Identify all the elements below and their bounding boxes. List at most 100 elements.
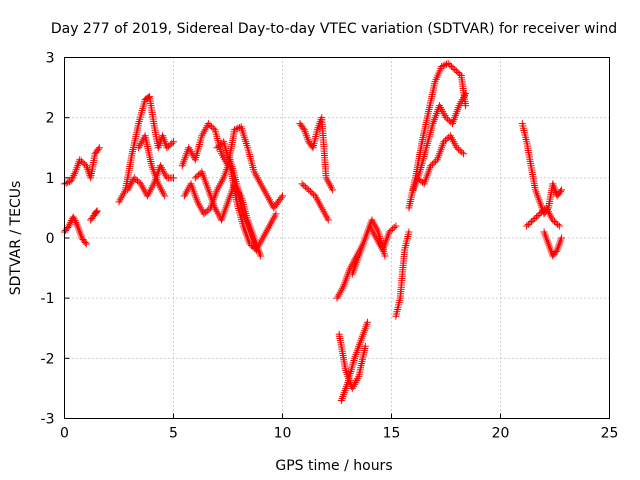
data-point [165, 142, 173, 150]
data-point [300, 181, 308, 189]
data-point [430, 159, 438, 167]
data-point [462, 90, 470, 98]
data-point [257, 252, 265, 260]
data-point [252, 246, 260, 254]
data-point [200, 210, 208, 218]
data-point [215, 142, 223, 150]
data-point [81, 160, 89, 168]
data-point [405, 228, 413, 236]
data-point [246, 240, 254, 248]
data-point [305, 186, 313, 194]
data-point [390, 223, 398, 231]
data-point [204, 120, 212, 128]
data-point [455, 145, 463, 153]
data-point [209, 124, 217, 132]
data-point [216, 141, 224, 149]
y-tick-label: -1 [41, 291, 55, 307]
data-point [130, 174, 138, 182]
data-point [329, 186, 337, 194]
data-points [61, 60, 566, 404]
data-point [70, 171, 78, 179]
data-point [526, 219, 534, 227]
data-point [534, 211, 542, 219]
data-point [387, 226, 395, 234]
data-point [417, 177, 425, 185]
series-arc-g3 [540, 228, 566, 260]
data-point [134, 177, 142, 185]
data-point [443, 60, 451, 68]
data-point [552, 219, 560, 227]
plot-frame [64, 57, 610, 419]
y-axis-label: SDTVAR / TECUs [8, 181, 24, 296]
x-tick-label: 15 [383, 426, 401, 442]
data-point [208, 123, 216, 131]
data-point [132, 175, 140, 183]
data-point [77, 157, 85, 165]
data-point [81, 239, 89, 247]
data-point [440, 138, 448, 146]
data-point [447, 63, 455, 71]
data-point [456, 147, 464, 155]
data-point [299, 124, 307, 132]
data-point [438, 63, 446, 71]
data-point [554, 220, 562, 228]
data-point [195, 171, 203, 179]
data-point [444, 60, 452, 68]
series-arc-f2 [409, 90, 470, 194]
data-point [537, 208, 545, 216]
data-point [76, 156, 84, 164]
series-arc-b1 [115, 93, 177, 206]
data-point [92, 208, 100, 216]
data-point [392, 222, 400, 230]
data-point [298, 180, 306, 188]
data-point [301, 183, 309, 191]
series-arc-g2 [523, 204, 563, 230]
series-arc-d1 [296, 114, 337, 194]
data-point [452, 67, 460, 75]
data-point [193, 172, 201, 180]
data-point [415, 175, 423, 183]
data-point [69, 173, 77, 181]
data-point [205, 205, 213, 213]
data-point [67, 177, 75, 185]
data-point [95, 144, 103, 152]
data-point [432, 157, 440, 165]
data-point [444, 115, 452, 123]
data-point [361, 342, 369, 350]
y-tick-label: 3 [46, 51, 55, 67]
series-arc-d2 [298, 180, 332, 224]
data-point [69, 213, 77, 221]
data-point [65, 222, 73, 230]
series-arc-f1 [405, 60, 470, 212]
data-point [231, 126, 239, 134]
data-point [93, 207, 101, 215]
data-point [135, 178, 143, 186]
series-arc-c4 [213, 138, 260, 254]
data-point [213, 144, 221, 152]
data-point [234, 124, 242, 132]
data-point [524, 220, 532, 228]
data-point [72, 218, 80, 226]
data-point [64, 178, 72, 186]
data-point [458, 148, 466, 156]
grid-lines [64, 57, 610, 419]
data-point [203, 207, 211, 215]
data-point [279, 192, 286, 200]
data-point [161, 192, 169, 200]
series-arc-e4 [348, 216, 389, 278]
series-arc-g1 [518, 120, 566, 218]
data-point [389, 225, 397, 233]
data-point [439, 62, 447, 70]
series-arc-e3 [337, 318, 372, 404]
data-point [428, 160, 436, 168]
data-point [442, 114, 450, 122]
data-point [453, 144, 461, 152]
data-point [94, 145, 102, 153]
data-point [168, 139, 176, 147]
x-axis-label: GPS time / hours [275, 458, 392, 474]
data-point [441, 136, 449, 144]
data-point [324, 216, 332, 224]
data-point [93, 208, 101, 216]
